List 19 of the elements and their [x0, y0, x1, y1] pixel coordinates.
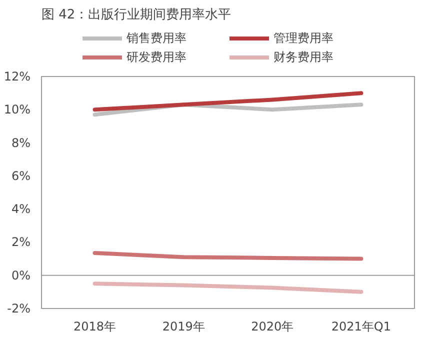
y-tick-label: 12%: [4, 70, 30, 84]
x-tick-label: 2018年: [74, 320, 116, 334]
legend-label: 财务费用率: [274, 48, 334, 66]
line-series: [92, 91, 364, 112]
line-series: [92, 282, 364, 294]
y-tick-label: 0%: [11, 268, 31, 282]
y-tick-label: 4%: [11, 202, 31, 216]
legend-label: 销售费用率: [126, 30, 188, 46]
x-tick-label: 2019年: [162, 320, 205, 334]
y-tick-label: 2%: [11, 235, 31, 250]
y-tick-label: 6%: [11, 168, 31, 183]
y-tick-label: 8%: [11, 136, 31, 150]
chart-title: 图 42：出版行业期间费用率水平: [42, 6, 232, 22]
y-tick-label: -2%: [7, 302, 31, 316]
legend-label: 研发费用率: [126, 48, 188, 66]
y-tick-label: 10%: [4, 102, 30, 117]
legend-label: 管理费用率: [274, 30, 334, 46]
x-tick-label: 2020年: [251, 320, 294, 334]
x-tick-label: 2021年Q1: [331, 320, 392, 334]
